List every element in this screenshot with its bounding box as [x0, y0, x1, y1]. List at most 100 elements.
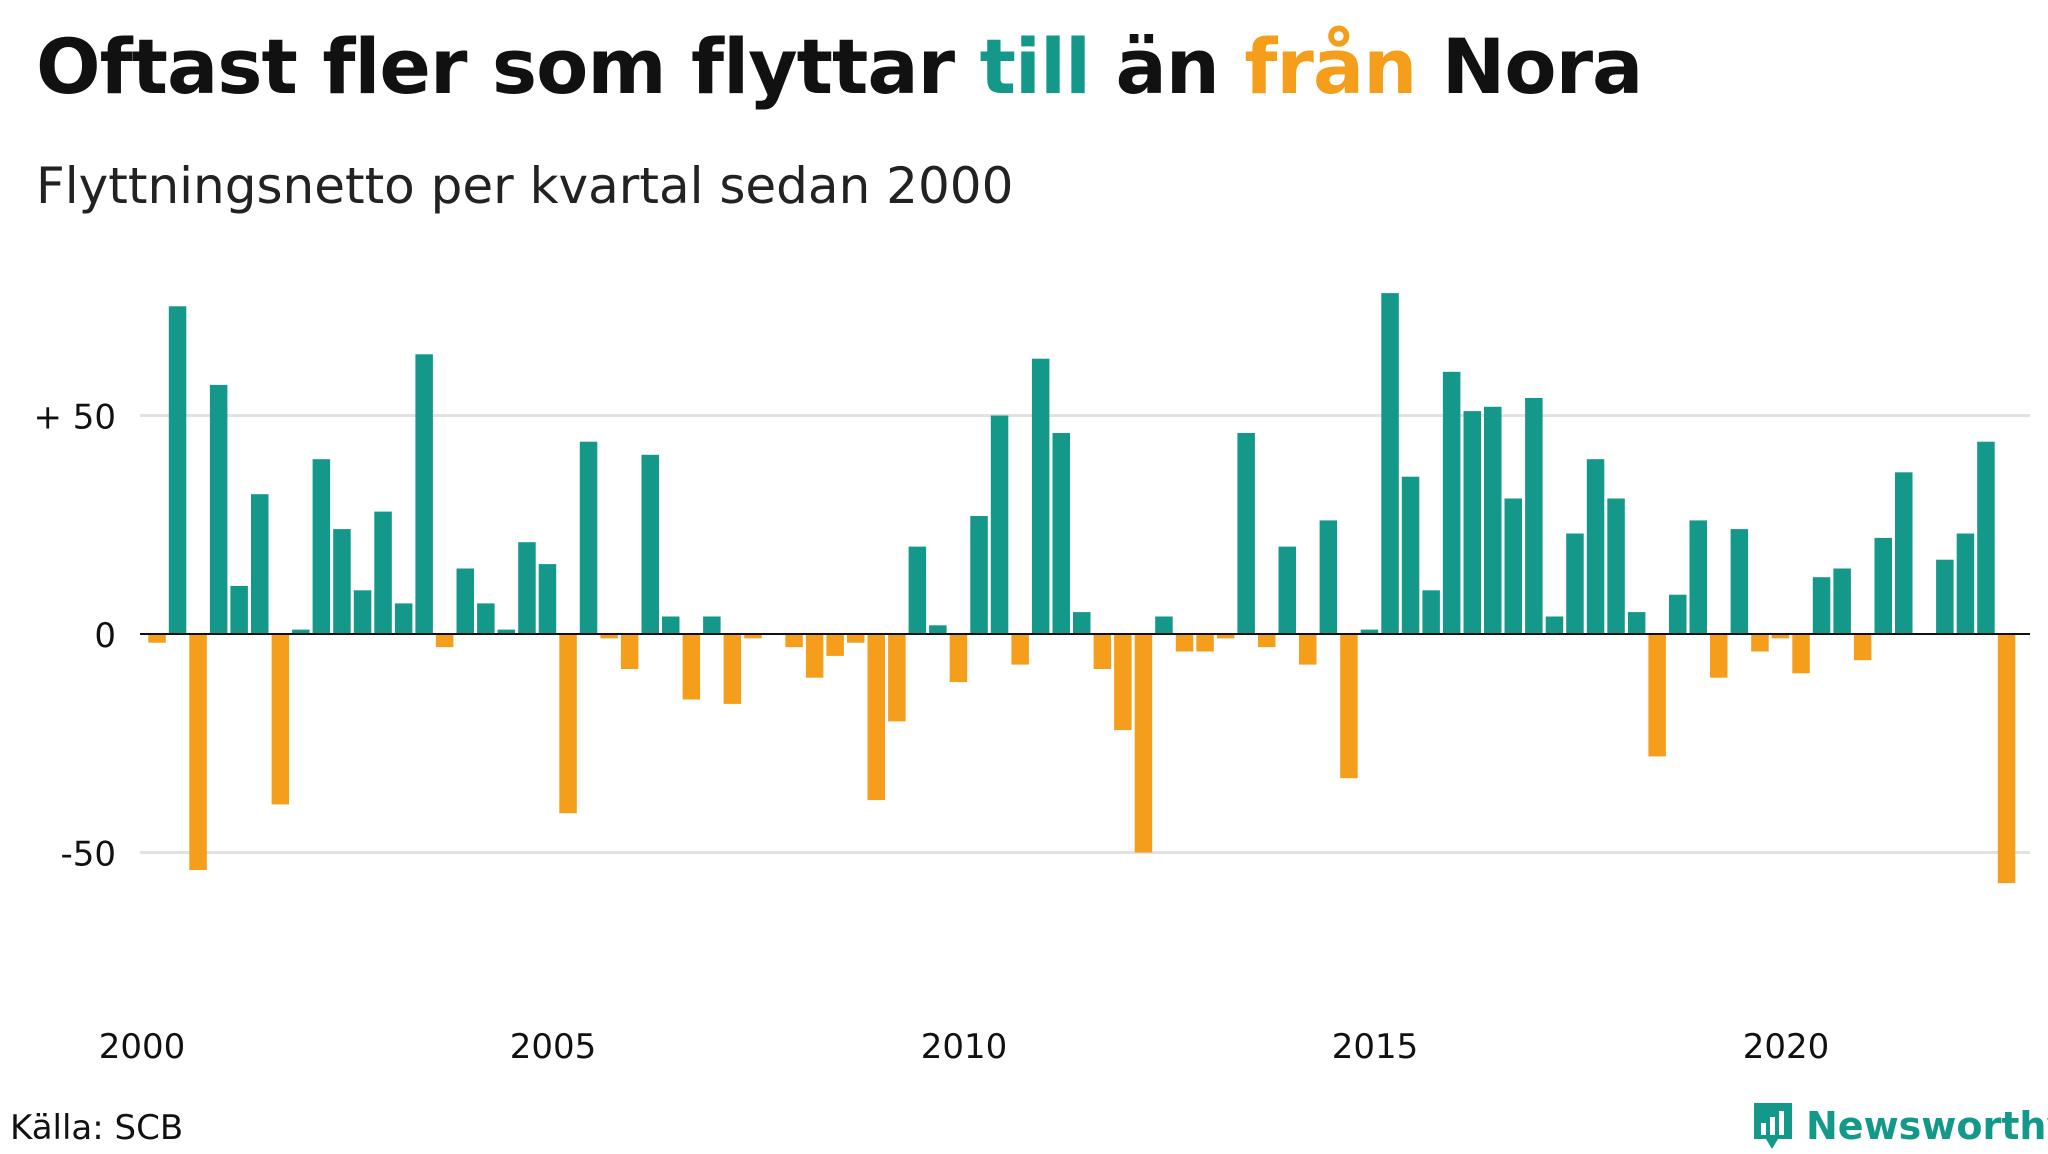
title-part-1: Oftast fler som flyttar: [36, 22, 980, 111]
bar-2009K4: [949, 634, 968, 683]
bar-2021K1: [1874, 537, 1892, 634]
bar-2006K4: [703, 616, 721, 634]
bar-2001K2: [251, 494, 269, 634]
bar-2014K3: [1340, 634, 1358, 779]
bar-2007K1: [723, 634, 742, 704]
bar-2022K1: [1956, 533, 1975, 634]
chart-title: Oftast fler som flyttar till än från Nor…: [36, 22, 1644, 112]
bar-2012K4: [1196, 634, 1214, 652]
bar-2016K3: [1504, 498, 1522, 634]
x-tick-label: 2015: [1332, 1027, 1419, 1067]
bar-2014K1: [1299, 634, 1317, 665]
bar-2008K1: [805, 634, 824, 678]
bar-2017K3: [1586, 459, 1605, 634]
title-highlight-fran: från: [1244, 22, 1417, 111]
bar-2017K2: [1566, 533, 1584, 634]
bar-2017K4: [1607, 498, 1625, 634]
bar-2015K1: [1381, 293, 1399, 634]
bar-2015K2: [1401, 476, 1420, 634]
bar-2004K1: [477, 603, 495, 634]
x-axis-ticks: 2000 2005 2010 2015 2020: [99, 1027, 1830, 1067]
bar-2011K2: [1073, 612, 1091, 634]
x-tick-label: 2010: [921, 1027, 1008, 1067]
bar-2006K3: [682, 634, 701, 700]
bar-2003K4: [456, 568, 474, 634]
bar-2019K2: [1730, 529, 1749, 634]
bar-2005K4: [620, 634, 639, 669]
bar-2001K3: [271, 634, 290, 805]
bar-2020K3: [1833, 568, 1851, 634]
bar-2002K2: [333, 529, 351, 634]
bar-2015K3: [1422, 590, 1440, 634]
bar-2007K2: [744, 634, 762, 639]
bar-2003K3: [435, 634, 454, 648]
newsworthy-logo: Newsworthy: [1750, 1098, 2048, 1154]
bar-2017K1: [1545, 616, 1564, 634]
bar-2012K2: [1155, 616, 1173, 634]
bar-2013K4: [1278, 546, 1296, 634]
bar-2010K1: [970, 516, 988, 634]
bar-2002K1: [312, 459, 331, 634]
bar-2004K2: [497, 629, 516, 634]
bar-2006K2: [662, 616, 680, 634]
newsworthy-bar-chart-icon: [1754, 1103, 1792, 1149]
bar-2005K2: [579, 441, 598, 634]
bar-2009K3: [929, 625, 947, 634]
bar-2018K1: [1627, 612, 1646, 634]
bar-2019K3: [1751, 634, 1769, 652]
bar-2018K3: [1669, 594, 1687, 634]
y-tick-label: -50: [60, 835, 116, 875]
bar-2013K3: [1258, 634, 1276, 648]
bar-2010K2: [990, 415, 1009, 634]
bar-2008K4: [867, 634, 885, 801]
bar-2011K3: [1093, 634, 1112, 669]
bar-2019K4: [1771, 634, 1790, 639]
logo-text: Newsworthy: [1806, 1104, 2048, 1148]
title-part-3: Nora: [1416, 22, 1644, 111]
title-highlight-till: till: [979, 22, 1091, 111]
x-tick-label: 2020: [1743, 1027, 1830, 1067]
bar-2019K1: [1710, 634, 1728, 678]
y-axis-ticks: + 50 0 -50: [33, 398, 116, 875]
bar-2000K4: [209, 384, 228, 634]
x-tick-label: 2005: [510, 1027, 597, 1067]
bar-2018K2: [1648, 634, 1666, 757]
bar-2004K4: [538, 564, 557, 634]
bar-2021K2: [1895, 472, 1913, 634]
bar-2009K1: [888, 634, 906, 722]
bars: [148, 293, 2016, 884]
bar-2001K4: [292, 629, 310, 634]
bar-2005K1: [559, 634, 577, 814]
bar-2003K1: [394, 603, 413, 634]
bar-2011K1: [1052, 433, 1070, 634]
bar-2014K2: [1319, 520, 1338, 634]
bar-2000K1: [148, 634, 166, 643]
bar-2020K4: [1853, 634, 1872, 661]
bar-2007K4: [785, 634, 803, 648]
bar-2008K3: [847, 634, 865, 643]
bar-2012K1: [1134, 634, 1153, 853]
bar-2013K1: [1216, 634, 1235, 639]
bar-2003K2: [415, 354, 433, 634]
bar-2004K3: [518, 542, 536, 634]
bar-2020K2: [1812, 577, 1831, 634]
bar-2021K4: [1936, 559, 1954, 634]
bar-2010K3: [1011, 634, 1029, 665]
bar-2010K4: [1031, 358, 1050, 634]
bar-2015K4: [1442, 371, 1461, 634]
bar-2006K1: [641, 454, 659, 634]
bar-2008K2: [826, 634, 844, 656]
bar-2000K2: [168, 306, 187, 635]
bar-2002K4: [374, 511, 392, 634]
bar-2009K2: [908, 546, 927, 634]
y-tick-label: 0: [94, 616, 116, 656]
bar-2016K1: [1463, 411, 1481, 634]
bar-2014K4: [1360, 629, 1379, 634]
source-note: Källa: SCB: [10, 1108, 184, 1148]
x-tick-label: 2000: [99, 1027, 186, 1067]
bar-2012K3: [1175, 634, 1194, 652]
bar-2001K1: [230, 585, 248, 634]
gridlines: [140, 414, 2030, 854]
bar-2005K3: [600, 634, 618, 639]
